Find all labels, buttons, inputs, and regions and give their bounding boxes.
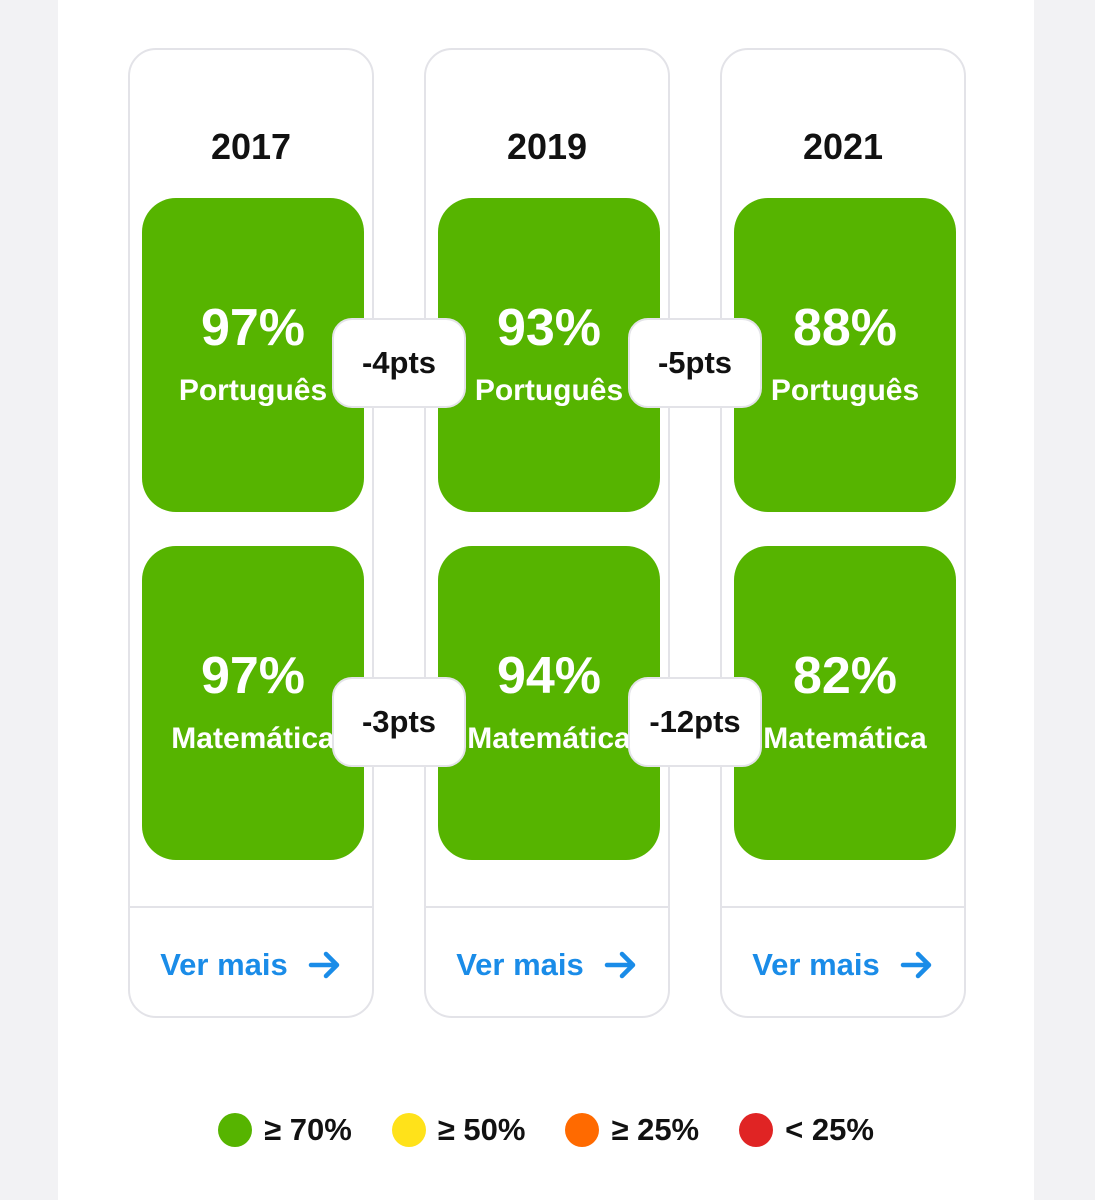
legend-label: ≥ 25% xyxy=(611,1112,700,1147)
red-dot-icon xyxy=(739,1113,774,1147)
legend-item-red: < 25% xyxy=(739,1112,874,1148)
portugues-score: 88% xyxy=(792,299,898,357)
year-card-2017: 2017 97% Português 97% Matemática Ver ma… xyxy=(128,48,374,1018)
arrow-right-icon xyxy=(900,951,932,979)
delta-badge-portugues-2019-2021: -5pts xyxy=(628,318,762,408)
legend-label: ≥ 70% xyxy=(264,1112,352,1147)
ver-mais-label: Ver mais xyxy=(160,947,288,982)
year-card-2021: 2021 88% Português 82% Matemática Ver ma… xyxy=(720,48,966,1018)
matematica-score-tile: 82% Matemática xyxy=(734,546,956,860)
card-divider xyxy=(426,906,668,908)
portugues-label: Português xyxy=(770,374,920,407)
legend-item-green: ≥ 70% xyxy=(218,1112,352,1148)
ver-mais-link[interactable]: Ver mais xyxy=(426,930,668,1000)
portugues-score: 93% xyxy=(496,299,602,357)
legend-item-orange: ≥ 25% xyxy=(565,1112,699,1148)
portugues-score-tile: 88% Português xyxy=(734,198,956,512)
year-card-2019: 2019 93% Português 94% Matemática Ver ma… xyxy=(424,48,670,1018)
year-label: 2021 xyxy=(802,126,884,167)
arrow-right-icon xyxy=(604,951,636,979)
legend-item-yellow: ≥ 50% xyxy=(391,1112,526,1148)
portugues-score-tile: 97% Português xyxy=(142,198,364,512)
green-dot-icon xyxy=(218,1113,253,1147)
card-divider xyxy=(722,906,964,908)
legend-label: ≥ 50% xyxy=(437,1112,526,1147)
portugues-score: 97% xyxy=(200,299,306,357)
portugues-label: Português xyxy=(474,374,624,407)
results-panel: 2017 97% Português 97% Matemática Ver ma… xyxy=(58,0,1034,1200)
delta-badge-portugues-2017-2019: -4pts xyxy=(332,318,466,408)
ver-mais-link[interactable]: Ver mais xyxy=(130,930,372,1000)
year-label: 2017 xyxy=(210,126,292,167)
orange-dot-icon xyxy=(565,1113,600,1147)
legend-label: < 25% xyxy=(785,1112,874,1147)
matematica-label: Matemática xyxy=(171,722,335,755)
matematica-score: 97% xyxy=(200,647,306,705)
matematica-score: 94% xyxy=(496,647,602,705)
color-legend: ≥ 70% ≥ 50% ≥ 25% < 25% xyxy=(58,1112,1034,1148)
yellow-dot-icon xyxy=(391,1113,426,1147)
ver-mais-link[interactable]: Ver mais xyxy=(722,930,964,1000)
matematica-score-tile: 94% Matemática xyxy=(438,546,660,860)
delta-badge-matematica-2019-2021: -12pts xyxy=(628,677,762,767)
delta-badge-matematica-2017-2019: -3pts xyxy=(332,677,466,767)
matematica-label: Matemática xyxy=(763,722,927,755)
portugues-score-tile: 93% Português xyxy=(438,198,660,512)
portugues-label: Português xyxy=(178,374,328,407)
ver-mais-label: Ver mais xyxy=(456,947,584,982)
matematica-label: Matemática xyxy=(467,722,631,755)
arrow-right-icon xyxy=(308,951,340,979)
year-label: 2019 xyxy=(506,126,588,167)
ver-mais-label: Ver mais xyxy=(752,947,880,982)
matematica-score: 82% xyxy=(792,647,898,705)
card-divider xyxy=(130,906,372,908)
matematica-score-tile: 97% Matemática xyxy=(142,546,364,860)
